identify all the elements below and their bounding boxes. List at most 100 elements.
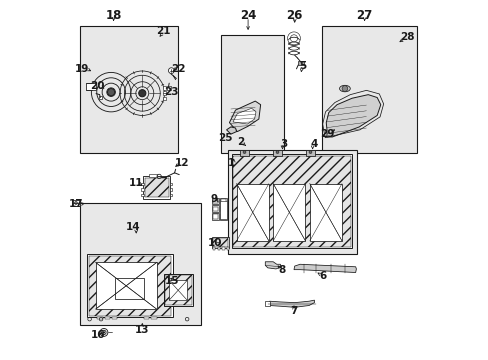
Bar: [72, 200, 80, 206]
Bar: [163, 86, 166, 90]
Text: 21: 21: [156, 26, 171, 36]
Bar: [80, 203, 201, 325]
Bar: [226, 247, 228, 249]
Bar: [212, 247, 215, 249]
Bar: [213, 207, 218, 211]
Bar: [273, 150, 282, 156]
Bar: [166, 86, 171, 90]
Bar: [228, 149, 357, 253]
Circle shape: [341, 86, 347, 91]
Bar: [163, 97, 166, 100]
Bar: [169, 183, 172, 185]
Bar: [212, 206, 219, 212]
Text: 14: 14: [126, 222, 141, 232]
Bar: [220, 198, 226, 204]
Bar: [141, 188, 144, 191]
Bar: [220, 201, 227, 219]
Bar: [212, 213, 219, 220]
Bar: [149, 174, 156, 177]
Bar: [163, 274, 193, 306]
Bar: [231, 154, 351, 248]
Text: 18: 18: [105, 9, 122, 22]
Circle shape: [107, 89, 115, 96]
Bar: [217, 247, 220, 249]
Bar: [143, 176, 170, 199]
Text: 25: 25: [218, 133, 233, 143]
Text: 4: 4: [309, 139, 317, 149]
Bar: [151, 317, 156, 319]
Text: 3: 3: [280, 139, 287, 149]
Text: 24: 24: [240, 9, 256, 22]
Text: 15: 15: [164, 276, 179, 286]
Bar: [221, 207, 225, 211]
Bar: [99, 96, 102, 99]
Bar: [96, 262, 156, 309]
Circle shape: [168, 68, 174, 73]
Text: 5: 5: [298, 61, 305, 71]
Text: 2: 2: [237, 138, 244, 147]
Bar: [169, 194, 172, 196]
Text: 17: 17: [68, 199, 83, 210]
Bar: [163, 91, 166, 95]
Bar: [212, 238, 227, 247]
Bar: [104, 317, 110, 319]
Bar: [264, 301, 270, 306]
Bar: [220, 213, 226, 220]
Text: 10: 10: [207, 238, 222, 248]
Circle shape: [103, 332, 104, 333]
Bar: [212, 198, 219, 204]
Bar: [222, 247, 224, 249]
Text: 1: 1: [227, 158, 234, 168]
Bar: [115, 278, 144, 299]
Text: 20: 20: [90, 81, 104, 91]
Text: 13: 13: [135, 325, 149, 335]
Bar: [97, 317, 102, 319]
Text: 12: 12: [174, 158, 188, 168]
Bar: [213, 199, 218, 203]
Bar: [220, 206, 226, 212]
Text: 23: 23: [163, 87, 178, 97]
Bar: [86, 83, 96, 90]
Ellipse shape: [339, 85, 349, 92]
Text: 28: 28: [400, 32, 414, 41]
Polygon shape: [226, 127, 236, 134]
Bar: [88, 256, 171, 316]
Polygon shape: [293, 264, 356, 273]
Bar: [233, 156, 350, 247]
Text: 8: 8: [278, 265, 285, 275]
Bar: [169, 280, 187, 300]
Circle shape: [276, 150, 278, 153]
Circle shape: [139, 90, 145, 97]
Text: 22: 22: [171, 64, 185, 74]
Bar: [309, 184, 341, 241]
Bar: [305, 150, 314, 156]
Bar: [112, 317, 117, 319]
Bar: [213, 215, 218, 219]
Text: 7: 7: [290, 306, 297, 316]
Bar: [298, 61, 304, 65]
Bar: [221, 199, 225, 203]
Bar: [141, 194, 144, 196]
Bar: [221, 215, 225, 219]
Text: 27: 27: [356, 9, 372, 22]
Text: 19: 19: [75, 64, 89, 74]
Circle shape: [74, 202, 77, 204]
Bar: [211, 237, 228, 248]
Text: 26: 26: [286, 9, 302, 22]
Polygon shape: [325, 95, 380, 137]
Polygon shape: [229, 101, 260, 132]
Bar: [144, 317, 149, 319]
Bar: [169, 188, 172, 191]
Bar: [273, 184, 305, 241]
Polygon shape: [265, 262, 281, 269]
Circle shape: [308, 150, 311, 153]
Bar: [86, 254, 172, 317]
Bar: [80, 26, 178, 153]
Bar: [321, 26, 416, 153]
Bar: [144, 178, 168, 197]
Bar: [221, 35, 284, 153]
Bar: [165, 275, 191, 305]
Text: 16: 16: [91, 330, 105, 340]
Text: 9: 9: [210, 194, 217, 204]
Bar: [141, 183, 144, 185]
